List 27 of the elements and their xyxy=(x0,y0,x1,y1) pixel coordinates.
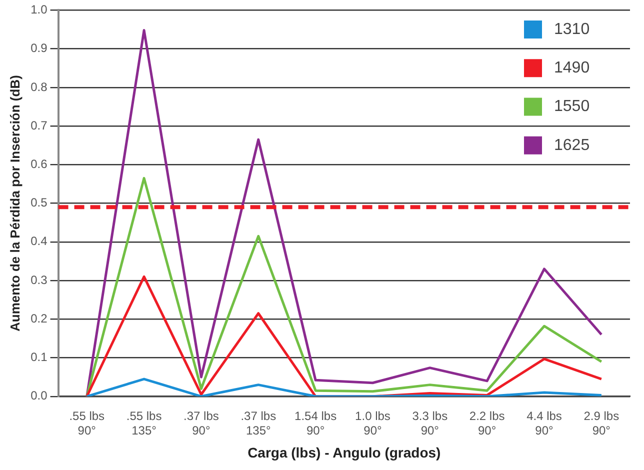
x-tick-label: 1.54 lbs 90° xyxy=(294,408,337,438)
y-tick-label: 1.0 xyxy=(30,2,48,17)
y-tick-label: 0.0 xyxy=(30,388,48,403)
x-tick-label: 2.2 lbs 90° xyxy=(469,408,505,438)
y-tick-label: 0.9 xyxy=(30,41,48,56)
y-tick-label: 0.3 xyxy=(30,272,48,287)
legend-label: 1625 xyxy=(554,136,590,154)
x-tick-label: .37 lbs 135° xyxy=(240,408,276,438)
x-tick-label: 2.9 lbs 90° xyxy=(584,408,620,438)
x-axis-title: Carga (lbs) - Angulo (grados) xyxy=(248,444,441,460)
y-tick-label: 0.6 xyxy=(30,156,48,171)
legend-label: 1310 xyxy=(554,20,590,38)
y-axis-title: Aumento de la Pérdida por Inserción (dB) xyxy=(7,75,22,332)
x-tick-label: .37 lbs 90° xyxy=(184,408,219,438)
y-tick-label: 0.8 xyxy=(30,80,48,94)
y-tick-label: 0.4 xyxy=(30,234,48,248)
x-tick-label: .55 lbs 135° xyxy=(126,408,162,438)
x-tick-label: 3.3 lbs 90° xyxy=(412,408,448,438)
y-tick-label: 0.2 xyxy=(30,311,48,326)
x-tick-label: .55 lbs 90° xyxy=(69,408,105,438)
x-tick-label: 1.0 lbs 90° xyxy=(355,408,390,438)
y-tick-label: 0.1 xyxy=(30,350,48,364)
y-tick-label: 0.5 xyxy=(30,196,48,210)
y-tick-label: 0.7 xyxy=(30,118,48,132)
legend-label: 1490 xyxy=(554,60,590,77)
x-tick-label: 4.4 lbs 90° xyxy=(526,408,562,438)
legend-label: 1550 xyxy=(554,98,590,116)
